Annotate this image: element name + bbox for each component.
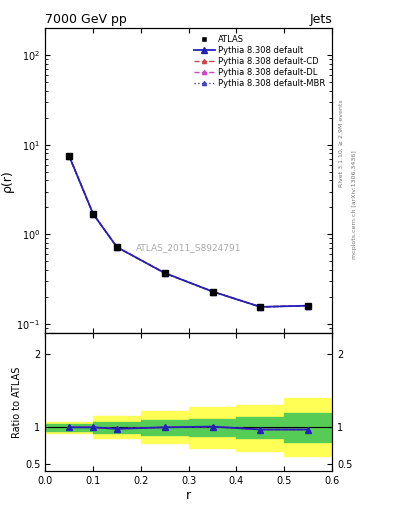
X-axis label: r: r: [186, 488, 191, 502]
Legend: ATLAS, Pythia 8.308 default, Pythia 8.308 default-CD, Pythia 8.308 default-DL, P: ATLAS, Pythia 8.308 default, Pythia 8.30…: [191, 32, 328, 91]
Text: mcplots.cern.ch [arXiv:1306.3436]: mcplots.cern.ch [arXiv:1306.3436]: [352, 151, 357, 259]
Text: 7000 GeV pp: 7000 GeV pp: [45, 13, 127, 26]
Y-axis label: Ratio to ATLAS: Ratio to ATLAS: [12, 366, 22, 438]
Text: Jets: Jets: [309, 13, 332, 26]
Text: Rivet 3.1.10, ≥ 2.9M events: Rivet 3.1.10, ≥ 2.9M events: [339, 99, 344, 187]
Y-axis label: ρ(r): ρ(r): [1, 169, 14, 192]
Text: ATLAS_2011_S8924791: ATLAS_2011_S8924791: [136, 243, 241, 252]
